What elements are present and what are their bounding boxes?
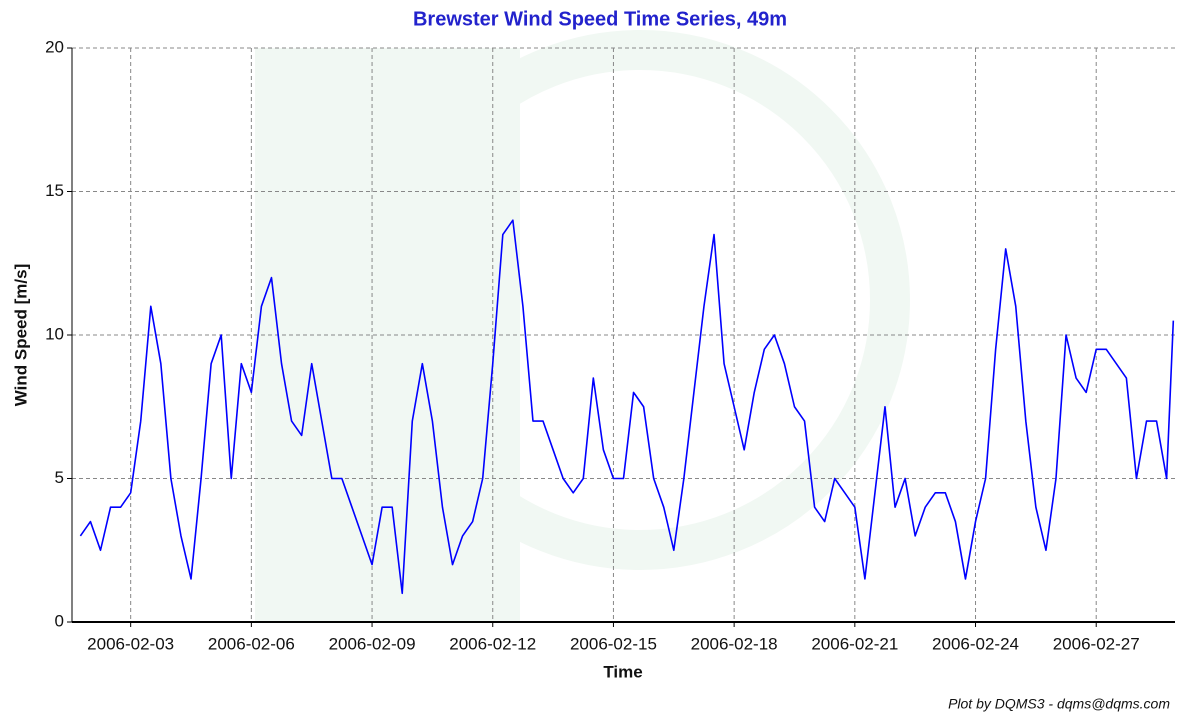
- x-tick-label: 2006-02-21: [811, 634, 898, 653]
- y-axis-label: Wind Speed [m/s]: [11, 264, 30, 406]
- x-axis-label: Time: [603, 662, 642, 681]
- chart-title: Brewster Wind Speed Time Series, 49m: [413, 8, 787, 30]
- y-tick-label: 20: [45, 37, 64, 56]
- y-tick-label: 15: [45, 181, 64, 200]
- y-tick-label: 5: [55, 468, 64, 487]
- chart: Brewster Wind Speed Time Series, 49m Win…: [0, 0, 1179, 717]
- footer: Plot by DQMS3 - dqms@dqms.com: [948, 696, 1170, 712]
- x-tick-label: 2006-02-18: [691, 634, 778, 653]
- x-tick-label: 2006-02-12: [449, 634, 536, 653]
- y-tick-label: 10: [45, 324, 64, 343]
- background: [0, 0, 1179, 717]
- x-tick-label: 2006-02-09: [329, 634, 416, 653]
- x-tick-label: 2006-02-03: [87, 634, 174, 653]
- x-tick-label: 2006-02-24: [932, 634, 1019, 653]
- x-tick-label: 2006-02-15: [570, 634, 657, 653]
- x-tick-label: 2006-02-06: [208, 634, 295, 653]
- x-tick-label: 2006-02-27: [1053, 634, 1140, 653]
- y-tick-label: 0: [55, 611, 64, 630]
